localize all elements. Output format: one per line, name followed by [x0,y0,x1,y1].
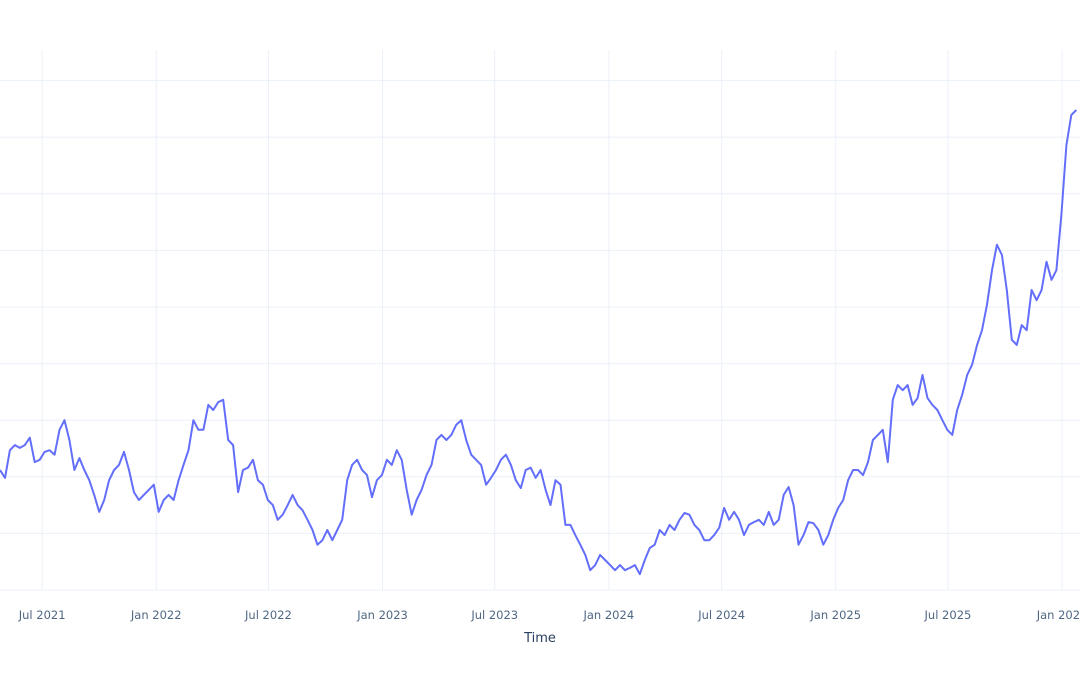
x-tick-label: Jan 2025 [809,608,861,622]
x-tick-labels: Jul 2021 Jan 2022 Jul 2022 Jan 2023 Jul 2023… [18,608,1080,622]
x-tick-label: Jan 2023 [356,608,408,622]
x-axis-title: Time [523,631,556,646]
x-tick-label: Jan 2022 [130,608,182,622]
x-tick-label: Jul 2023 [470,608,518,622]
x-tick-label: Jul 2021 [18,608,66,622]
x-tick-label: Jan 2024 [582,608,634,622]
x-tick-label: Jul 2025 [924,608,972,622]
x-tick-label: Jul 2022 [244,608,292,622]
x-tick-label: Jul 2024 [697,608,745,622]
x-tick-label: Jan 2026 [1036,608,1080,622]
series-line [0,109,1078,576]
y-gridlines [0,80,1080,591]
x-gridlines [41,50,1063,590]
